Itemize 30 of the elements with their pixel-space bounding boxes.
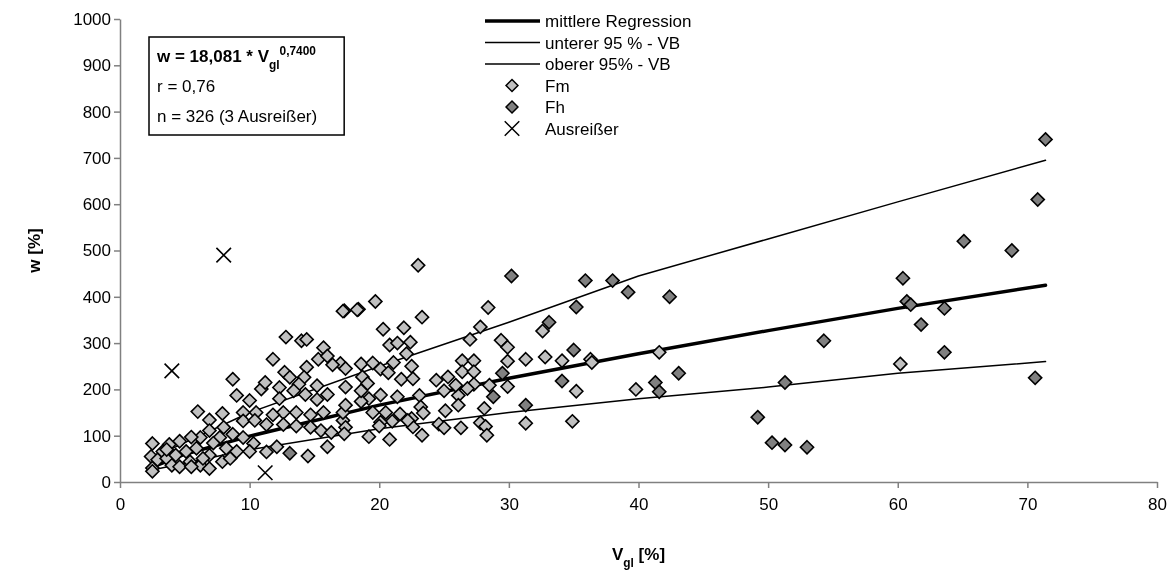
x-tick-label: 50 bbox=[759, 494, 779, 514]
x-tick-label: 60 bbox=[888, 494, 908, 514]
annotation: n = 326 (3 Ausreißer) bbox=[157, 107, 318, 126]
y-axis-title: w [%] bbox=[25, 228, 44, 274]
x-tick-label: 10 bbox=[240, 494, 260, 514]
y-tick-label: 800 bbox=[82, 102, 111, 122]
y-tick-label: 400 bbox=[82, 287, 111, 307]
legend-label: oberer 95% - VB bbox=[545, 55, 671, 74]
x-tick-label: 40 bbox=[629, 494, 649, 514]
x-tick-label: 70 bbox=[1018, 494, 1038, 514]
y-tick-label: 600 bbox=[82, 195, 111, 215]
y-tick-label: 500 bbox=[82, 241, 111, 261]
y-tick-label: 200 bbox=[82, 380, 111, 400]
x-tick-label: 80 bbox=[1148, 494, 1167, 514]
x-tick-label: 0 bbox=[115, 494, 126, 514]
annotation: r = 0,76 bbox=[157, 77, 216, 96]
legend-label: Fh bbox=[545, 98, 565, 117]
x-tick-label: 30 bbox=[499, 494, 519, 514]
legend-label: mittlere Regression bbox=[545, 12, 692, 31]
legend-label: Fm bbox=[545, 76, 570, 96]
y-tick-label: 1000 bbox=[73, 9, 111, 29]
y-tick-label: 0 bbox=[101, 472, 111, 492]
y-tick-label: 300 bbox=[82, 334, 111, 354]
legend-label: Ausreißer bbox=[545, 119, 620, 139]
y-tick-label: 100 bbox=[82, 426, 111, 446]
y-tick-label: 900 bbox=[82, 56, 111, 76]
legend-label: unterer 95 % - VB bbox=[545, 33, 681, 53]
x-tick-label: 20 bbox=[370, 494, 390, 514]
y-tick-label: 700 bbox=[82, 148, 111, 168]
x-axis-title: V$_{gl}$ [%] bbox=[611, 545, 666, 570]
